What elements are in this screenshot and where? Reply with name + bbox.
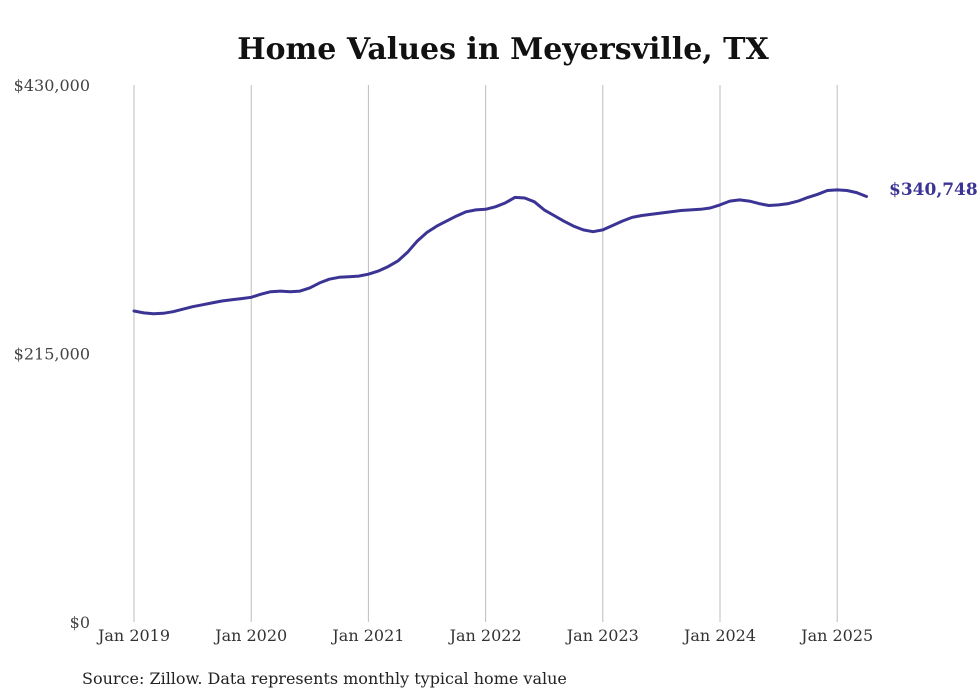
end-value-label: $340,748 <box>889 180 978 200</box>
x-tick-label: Jan 2021 <box>330 626 404 645</box>
x-axis-ticks: Jan 2019 Jan 2020 Jan 2021 Jan 2022 Jan 2023… <box>96 626 873 645</box>
y-axis-ticks: $0 $215,000 $430,000 <box>14 76 90 632</box>
x-tick-label: Jan 2024 <box>682 626 756 645</box>
x-tick-label: Jan 2019 <box>96 626 170 645</box>
x-tick-label: Jan 2020 <box>213 626 287 645</box>
y-tick-label: $430,000 <box>14 76 90 95</box>
y-tick-label: $215,000 <box>14 345 90 364</box>
y-tick-label: $0 <box>70 613 90 632</box>
x-tick-label: Jan 2025 <box>799 626 873 645</box>
gridlines <box>133 85 838 622</box>
home-value-line <box>132 188 868 316</box>
source-caption: Source: Zillow. Data represents monthly … <box>82 669 567 688</box>
x-tick-label: Jan 2022 <box>448 626 522 645</box>
chart-title: Home Values in Meyersville, TX <box>237 32 769 67</box>
x-tick-label: Jan 2023 <box>565 626 639 645</box>
